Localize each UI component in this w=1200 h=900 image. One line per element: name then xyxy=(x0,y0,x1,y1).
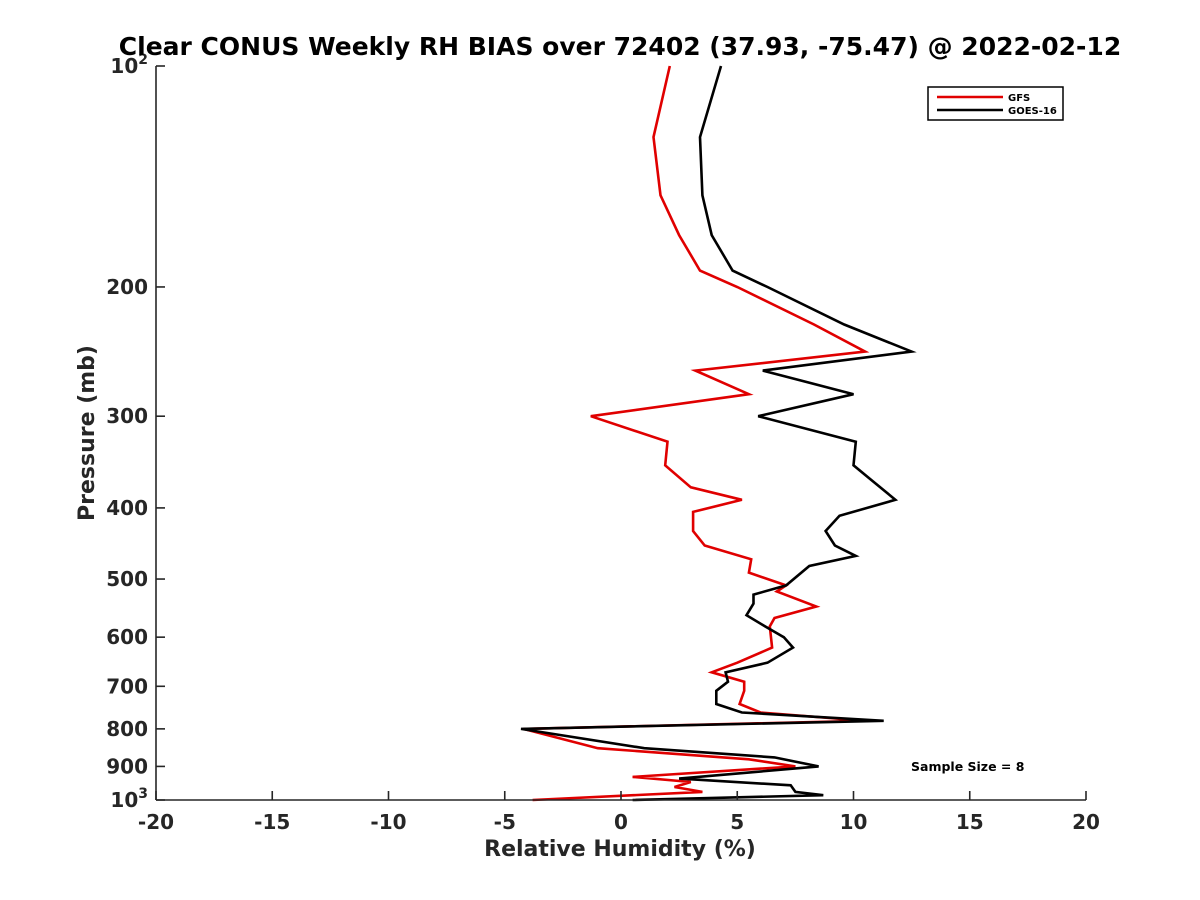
y-tick-label: 103 xyxy=(110,786,148,812)
y-tick-label: 500 xyxy=(106,567,148,591)
x-tick-label: 0 xyxy=(614,810,628,834)
legend: GFS GOES-16 xyxy=(927,86,1064,121)
series-line-goes16 xyxy=(520,65,917,802)
y-tick-label: 300 xyxy=(106,404,148,428)
y-tick-label: 800 xyxy=(106,717,148,741)
y-tick-label: 400 xyxy=(106,496,148,520)
legend-box xyxy=(927,86,1064,121)
legend-label-goes16: GOES-16 xyxy=(1008,106,1057,117)
x-tick-label: -20 xyxy=(138,810,174,834)
x-tick-label: 10 xyxy=(840,810,868,834)
legend-label-gfs: GFS xyxy=(1008,93,1030,104)
chart-title: Clear CONUS Weekly RH BIAS over 72402 (3… xyxy=(119,32,1121,61)
y-tick-label: 700 xyxy=(106,674,148,698)
y-tick-label: 600 xyxy=(106,625,148,649)
series-line-gfs xyxy=(523,65,870,802)
x-tick-label: 20 xyxy=(1072,810,1100,834)
x-tick-label: 15 xyxy=(956,810,984,834)
y-tick-label: 900 xyxy=(106,754,148,778)
x-tick-label: -5 xyxy=(494,810,516,834)
x-tick-label: -15 xyxy=(254,810,290,834)
x-tick-label: -10 xyxy=(370,810,406,834)
y-axis-label: Pressure (mb) xyxy=(75,345,100,521)
sample-size-annotation: Sample Size = 8 xyxy=(911,759,1024,774)
x-axis-label: Relative Humidity (%) xyxy=(484,837,756,862)
x-tick-label: 5 xyxy=(730,810,744,834)
y-tick-label: 200 xyxy=(106,275,148,299)
plot-area xyxy=(156,66,1086,800)
series-layer xyxy=(520,65,917,802)
y-tick-label: 102 xyxy=(110,52,148,78)
ticks-layer: -20 -15 -10 -5 0 5 10 15 20 102 200 300 400 500 600 700… xyxy=(106,52,1100,834)
